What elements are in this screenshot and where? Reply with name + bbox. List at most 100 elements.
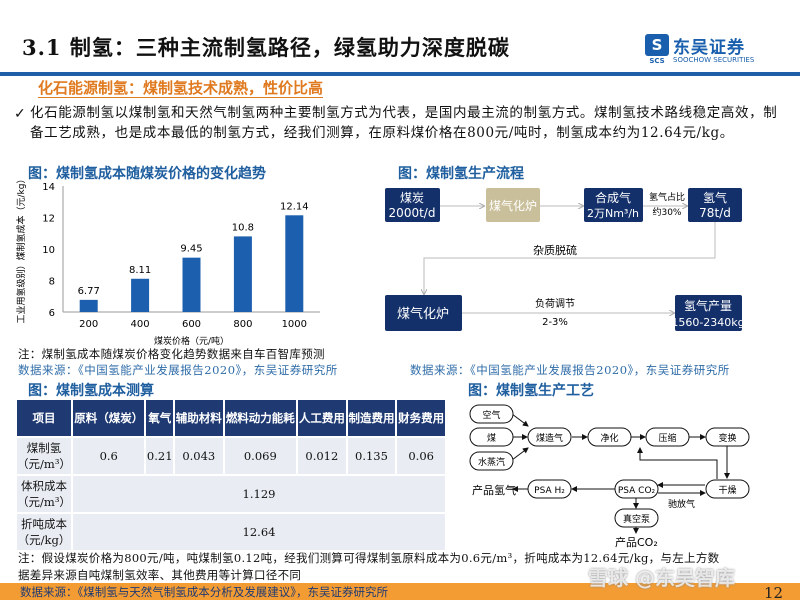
svg-text:变换: 变换 xyxy=(718,432,736,444)
col-header: 制造费用 xyxy=(347,400,396,436)
logo-abbr: SCS xyxy=(649,57,665,65)
checkmark-icon: ✓ xyxy=(14,106,26,122)
svg-text:氢气: 氢气 xyxy=(703,190,727,205)
y-tick-label: 14 xyxy=(42,182,55,193)
svg-text:压缩: 压缩 xyxy=(658,432,676,444)
process-node-shift: 变换 xyxy=(705,427,750,447)
product-co2-label: 产品CO₂ xyxy=(615,535,658,548)
col-header: 辅助材料 xyxy=(174,400,223,436)
cell: 0.135 xyxy=(347,438,396,474)
table-header-row: 项目 原料（煤炭） 氧气 辅助材料 燃料动力能耗 人工费用 制造费用 财务费用 xyxy=(17,400,445,436)
header-rule xyxy=(0,72,800,76)
box-gasifier-2: 煤气化炉 xyxy=(385,295,462,331)
svg-text:合成气: 合成气 xyxy=(595,190,631,205)
col-header: 人工费用 xyxy=(298,400,346,436)
page-title: 3.1 制氢：三种主流制氢路径，绿氢助力深度脱碳 xyxy=(22,35,510,60)
svg-text:干燥: 干燥 xyxy=(718,485,736,496)
cell: 0.06 xyxy=(397,438,445,474)
cell: 1.129 xyxy=(73,476,445,512)
box-output: 氢气产量 1560-2340kg xyxy=(671,295,745,331)
table-row: 体积成本（元/m³） 1.129 xyxy=(17,476,445,512)
footer-bar xyxy=(0,583,800,600)
svg-text:PSA CO₂: PSA CO₂ xyxy=(618,486,656,496)
process-node-purify: 净化 xyxy=(587,427,632,447)
ratio-value: 约30% xyxy=(652,206,681,218)
x-axis-label: 煤炭价格（元/吨） xyxy=(154,335,229,347)
table-title: 图：煤制氢成本测算 xyxy=(28,383,154,399)
data-label: 9.45 xyxy=(180,244,202,255)
product-h2-label: 产品氢气 xyxy=(472,483,516,497)
cell: 0.6 xyxy=(73,438,145,474)
bar xyxy=(285,215,304,312)
row-label: 煤制氢（元/m³） xyxy=(17,438,71,474)
cell: 0.21 xyxy=(146,438,173,474)
watermark: 雪球 @东吴智库 xyxy=(588,566,735,590)
chart-note: 注：煤制氢成本随煤炭价格变化趋势数据来自车百智库预测 xyxy=(18,347,325,361)
x-tick-label: 600 xyxy=(182,319,201,330)
row-label: 折吨成本（元/kg） xyxy=(17,514,71,550)
x-tick-label: 400 xyxy=(131,319,150,330)
process-node-steam: 水蒸汽 xyxy=(469,451,514,471)
cell: 12.64 xyxy=(73,514,445,550)
process-title: 图：煤制氢生产工艺 xyxy=(468,383,594,399)
process-node-compress: 压缩 xyxy=(645,427,690,447)
table-note-1: 注：假设煤炭价格为800元/吨，吨煤制氢0.12吨，经我们测算可得煤制氢原料成本… xyxy=(18,551,720,565)
bar-chart: 6 8 10 12 14 6.77 200 8.11 400 9.45 600 10.8 800 12.1… xyxy=(15,180,320,347)
process-node-psah2: PSA H₂ xyxy=(527,479,572,499)
cell: 0.069 xyxy=(224,438,297,474)
col-header: 财务费用 xyxy=(397,400,445,436)
cell: 0.012 xyxy=(298,438,346,474)
svg-text:水蒸汽: 水蒸汽 xyxy=(478,456,505,468)
svg-text:1560-2340kg: 1560-2340kg xyxy=(671,316,744,329)
y-axis-label: 工业用氢级别）煤制氢成本（元/kg） xyxy=(15,180,27,323)
bar xyxy=(233,236,252,312)
x-tick-label: 800 xyxy=(233,319,252,330)
cost-table: 项目 原料（煤炭） 氧气 辅助材料 燃料动力能耗 人工费用 制造费用 财务费用 … xyxy=(15,398,447,552)
y-tick-label: 10 xyxy=(42,245,55,256)
y-tick-label: 6 xyxy=(49,308,55,319)
col-header: 项目 xyxy=(17,400,71,436)
col-header: 原料（煤炭） xyxy=(73,400,145,436)
svg-text:煤炭: 煤炭 xyxy=(400,191,424,205)
load-value: 2-3% xyxy=(542,317,568,328)
flow-source: 数据来源：《中国氢能产业发展报告2020》，东吴证券研究所 xyxy=(410,363,730,377)
company-logo: S SCS 东吴证券 SOOCHOW SECURITIES xyxy=(645,34,765,66)
y-tick-label: 8 xyxy=(49,277,55,288)
flow-title: 图：煤制氢生产流程 xyxy=(398,166,524,182)
process-node-psaco2: PSA CO₂ xyxy=(614,479,659,499)
cell: 0.043 xyxy=(174,438,223,474)
process-node-coal: 煤 xyxy=(469,427,514,447)
svg-text:78t/d: 78t/d xyxy=(699,206,731,220)
box-syngas: 合成气 2万Nm³/h xyxy=(584,188,643,222)
svg-text:2万Nm³/h: 2万Nm³/h xyxy=(587,207,639,220)
arrow xyxy=(424,222,716,294)
logo-en: SOOCHOW SECURITIES xyxy=(673,56,755,64)
process-node-air: 空气 xyxy=(469,404,514,424)
desulfur-label: 杂质脱硫 xyxy=(533,243,577,257)
load-label: 负荷调节 xyxy=(535,297,575,310)
svg-text:空气: 空气 xyxy=(482,409,500,421)
ratio-label: 氢气占比 xyxy=(649,191,685,203)
svg-text:煤气化炉: 煤气化炉 xyxy=(397,306,449,322)
svg-text:煤造气: 煤造气 xyxy=(536,432,563,444)
logo-cn: 东吴证券 xyxy=(673,38,745,58)
footer-source: 数据来源：《煤制氢与天然气制氢成本分析及发展建议》，东吴证券研究所 xyxy=(20,585,388,599)
col-header: 燃料动力能耗 xyxy=(224,400,297,436)
svg-text:净化: 净化 xyxy=(600,432,618,444)
y-tick-label: 12 xyxy=(42,214,55,225)
process-node-dry: 干燥 xyxy=(705,479,750,499)
page-number: 12 xyxy=(764,584,784,602)
bar xyxy=(79,299,98,312)
table-note-2: 据差异来源自吨煤制氢效率、其他费用等计算口径不同 xyxy=(18,568,302,582)
chart-source: 数据来源：《中国氢能产业发展报告2020》，东吴证券研究所 xyxy=(18,363,338,377)
data-label: 12.14 xyxy=(280,201,309,212)
bullet-paragraph: 化石能源制氢以煤制氢和天然气制氢两种主要制氢方式为代表，是国内最主流的制氢方式。… xyxy=(30,105,778,141)
data-label: 8.11 xyxy=(129,265,151,276)
data-label: 6.77 xyxy=(78,286,100,297)
svg-text:真空泵: 真空泵 xyxy=(623,513,650,525)
bar xyxy=(131,278,150,312)
